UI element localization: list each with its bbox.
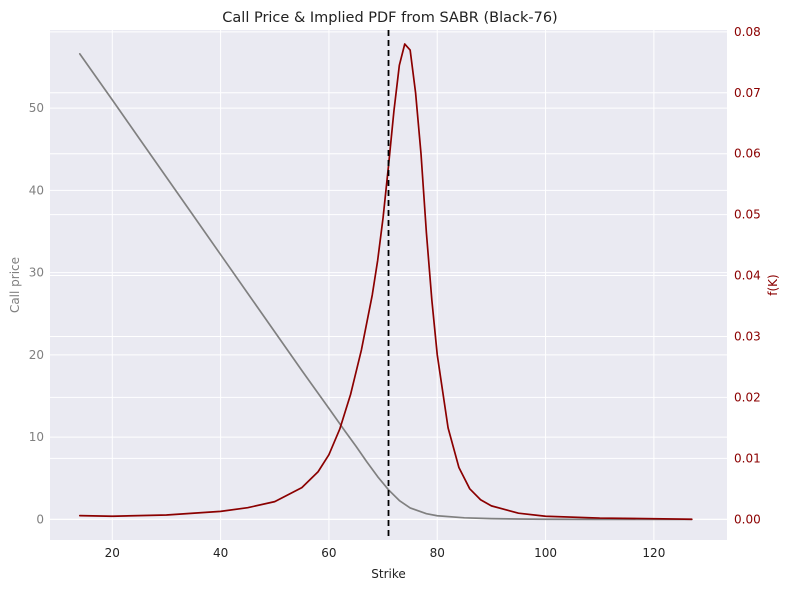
y-tick-label-right: 0.02 <box>734 390 761 404</box>
x-tick-label: 120 <box>642 546 665 560</box>
y-axis-right-label: f(K) <box>766 274 780 295</box>
x-tick-label: 20 <box>105 546 120 560</box>
y-tick-label-left: 30 <box>29 266 44 280</box>
implied-pdf-line <box>78 43 693 521</box>
x-tick-label: 40 <box>213 546 228 560</box>
y-tick-label-right: 0.00 <box>734 512 761 526</box>
y-tick-label-left: 10 <box>29 430 44 444</box>
y-axis-left-label: Call price <box>8 257 22 313</box>
series-layer <box>78 43 693 521</box>
chart-title: Call Price & Implied PDF from SABR (Blac… <box>222 10 557 26</box>
y-tick-label-right: 0.04 <box>734 269 761 283</box>
y-tick-label-left: 40 <box>29 183 44 197</box>
y-tick-label-left: 0 <box>36 512 44 526</box>
y-tick-label-right: 0.01 <box>734 451 761 465</box>
y-tick-label-right: 0.05 <box>734 208 761 222</box>
x-tick-label: 60 <box>321 546 336 560</box>
y-tick-label-right: 0.06 <box>734 147 761 161</box>
x-axis-label: Strike <box>371 567 406 581</box>
y-tick-label-right: 0.08 <box>734 25 761 39</box>
x-tick-label: 80 <box>430 546 445 560</box>
y-tick-label-right: 0.03 <box>734 329 761 343</box>
tick-labels: 20 40 60 80 100 120 0 10 20 30 40 50 0.00 0.01 0.02 0.0… <box>29 25 761 560</box>
call-price-line <box>78 52 693 521</box>
y-tick-label-right: 0.07 <box>734 86 761 100</box>
y-tick-label-left: 50 <box>29 101 44 115</box>
y-tick-label-left: 20 <box>29 348 44 362</box>
x-tick-label: 100 <box>534 546 557 560</box>
